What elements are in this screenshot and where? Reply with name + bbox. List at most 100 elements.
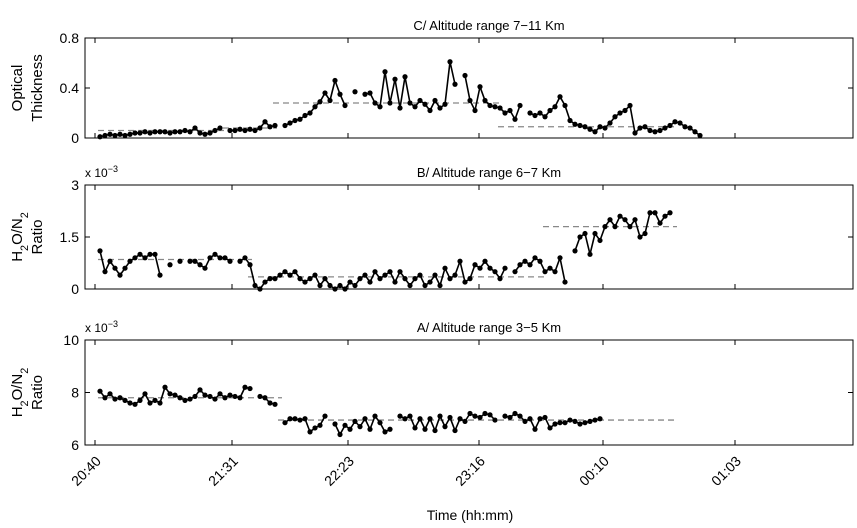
data-point xyxy=(567,417,573,423)
data-point xyxy=(102,395,108,401)
data-point xyxy=(117,272,123,278)
data-point xyxy=(287,272,293,278)
data-point xyxy=(152,129,158,135)
data-point xyxy=(542,114,548,120)
data-point xyxy=(402,276,408,282)
data-point xyxy=(457,258,463,264)
data-point xyxy=(697,132,703,139)
data-point xyxy=(292,269,298,275)
data-point xyxy=(592,129,598,135)
y-axis-label: Ratio xyxy=(29,375,46,410)
data-point xyxy=(362,91,368,97)
data-point xyxy=(197,262,203,268)
data-point xyxy=(282,269,288,275)
data-point xyxy=(632,130,638,136)
y-tick-label: 0 xyxy=(71,130,79,146)
data-point xyxy=(222,255,228,261)
data-point xyxy=(462,418,468,424)
data-point xyxy=(137,130,143,136)
data-point xyxy=(512,410,518,417)
data-point xyxy=(357,276,363,282)
data-point xyxy=(287,120,293,126)
data-point xyxy=(242,127,248,134)
y-tick-label: 6 xyxy=(71,437,79,453)
data-point xyxy=(532,112,538,119)
data-point xyxy=(427,279,433,285)
data-point xyxy=(657,127,663,134)
data-point xyxy=(232,127,238,134)
data-point xyxy=(382,69,388,75)
data-point xyxy=(177,258,183,264)
data-point xyxy=(322,413,328,419)
data-point xyxy=(562,102,568,109)
data-point xyxy=(282,420,288,426)
data-point xyxy=(352,418,358,424)
data-point xyxy=(312,104,318,110)
data-point xyxy=(102,269,108,275)
data-point xyxy=(117,395,123,401)
data-point xyxy=(662,125,668,131)
data-point xyxy=(632,217,638,223)
data-point xyxy=(337,282,343,289)
data-point xyxy=(537,258,543,264)
data-point xyxy=(622,217,628,223)
y-axis-label: Thickness xyxy=(29,54,46,122)
data-point xyxy=(182,127,188,134)
data-point xyxy=(557,255,563,261)
data-point xyxy=(217,391,223,397)
data-point xyxy=(302,279,308,285)
data-point xyxy=(187,258,193,264)
data-point xyxy=(197,387,203,393)
data-point xyxy=(442,265,448,271)
data-point xyxy=(252,282,258,289)
data-point xyxy=(122,132,128,139)
data-point xyxy=(262,119,268,125)
data-point xyxy=(237,126,243,132)
data-point xyxy=(312,272,318,278)
x-tick-label: 20:40 xyxy=(68,453,104,489)
panel-b: B/ Altitude range 6−7 Km 0 1.5 3 x 10−3 H2O/N… xyxy=(9,164,854,297)
data-point xyxy=(387,426,393,432)
data-point xyxy=(642,124,648,130)
data-point xyxy=(482,97,488,104)
data-point xyxy=(337,431,343,438)
data-point xyxy=(117,131,123,137)
data-point xyxy=(492,104,498,110)
data-point xyxy=(107,391,113,397)
data-point xyxy=(587,126,593,132)
data-point xyxy=(502,265,508,271)
data-point xyxy=(627,102,633,109)
data-point xyxy=(492,269,498,275)
data-point xyxy=(352,89,358,95)
data-point xyxy=(502,413,508,419)
data-point xyxy=(252,127,258,134)
y-exponent: x 10−3 xyxy=(85,319,118,335)
data-point xyxy=(472,262,478,268)
data-point xyxy=(507,414,513,421)
data-point xyxy=(312,425,318,431)
data-point xyxy=(192,125,198,131)
data-point xyxy=(477,84,483,90)
data-point xyxy=(157,400,163,406)
data-point xyxy=(232,393,238,400)
data-point xyxy=(602,125,608,131)
data-point xyxy=(547,107,553,114)
y-tick-label: 0.4 xyxy=(60,80,80,96)
data-point xyxy=(577,421,583,427)
data-point xyxy=(227,258,233,264)
data-point xyxy=(637,234,643,240)
data-point xyxy=(192,393,198,400)
series-line xyxy=(464,75,521,122)
data-point xyxy=(457,416,463,422)
data-point xyxy=(387,269,393,275)
data-point xyxy=(202,265,208,271)
data-point xyxy=(447,414,453,421)
data-point xyxy=(407,100,413,106)
data-point xyxy=(137,251,143,257)
data-point xyxy=(527,262,533,268)
data-point xyxy=(392,76,398,82)
data-point xyxy=(167,391,173,397)
data-point xyxy=(572,418,578,424)
data-point xyxy=(447,276,453,282)
data-point xyxy=(132,255,138,261)
